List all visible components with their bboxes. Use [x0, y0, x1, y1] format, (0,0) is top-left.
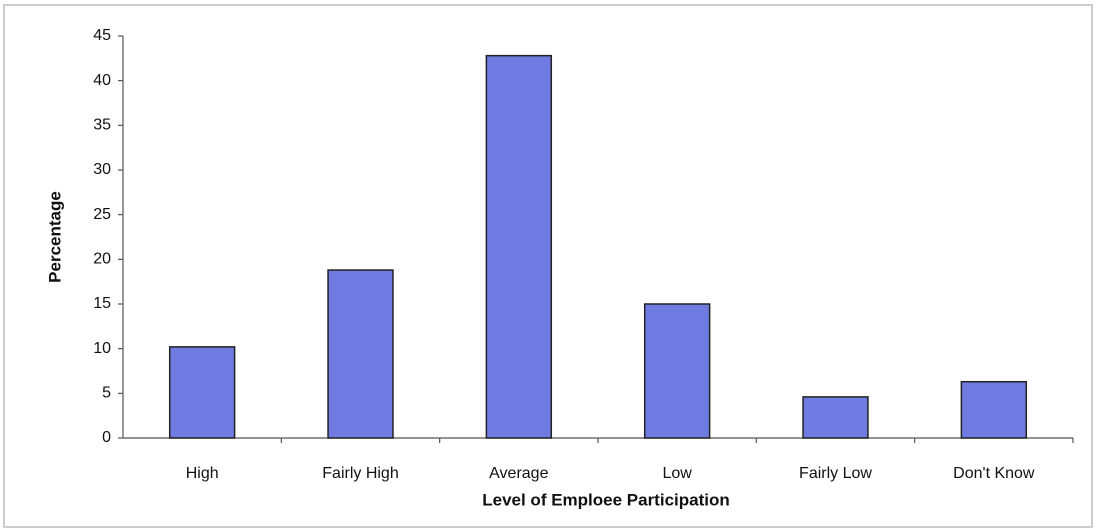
bar: [485, 54, 553, 439]
y-tick-label: 35: [93, 117, 111, 134]
bar: [802, 396, 869, 439]
bar: [327, 269, 394, 439]
y-tick-label: 20: [93, 251, 111, 268]
bar: [643, 303, 711, 439]
y-tick-label: 10: [93, 340, 111, 357]
y-tick-label: 45: [93, 27, 111, 44]
x-tick-label: Fairly Low: [799, 465, 872, 482]
bar: [168, 346, 236, 439]
x-axis-title: Level of Emploee Participation: [482, 490, 730, 509]
x-tick-label: Average: [489, 465, 548, 482]
y-tick-label: 40: [93, 72, 111, 89]
x-tick-label: Don't Know: [953, 465, 1035, 482]
bar: [960, 380, 1028, 439]
y-tick-label: 25: [93, 206, 111, 223]
y-tick-label: 30: [93, 161, 111, 178]
x-tick-label: Low: [662, 465, 692, 482]
x-tick-label: High: [186, 465, 219, 482]
y-axis-title: Percentage: [45, 191, 64, 283]
x-tick-label: Fairly High: [322, 465, 398, 482]
y-tick-label: 5: [102, 385, 111, 402]
y-tick-label: 15: [93, 295, 111, 312]
y-tick-label: 0: [102, 429, 111, 446]
